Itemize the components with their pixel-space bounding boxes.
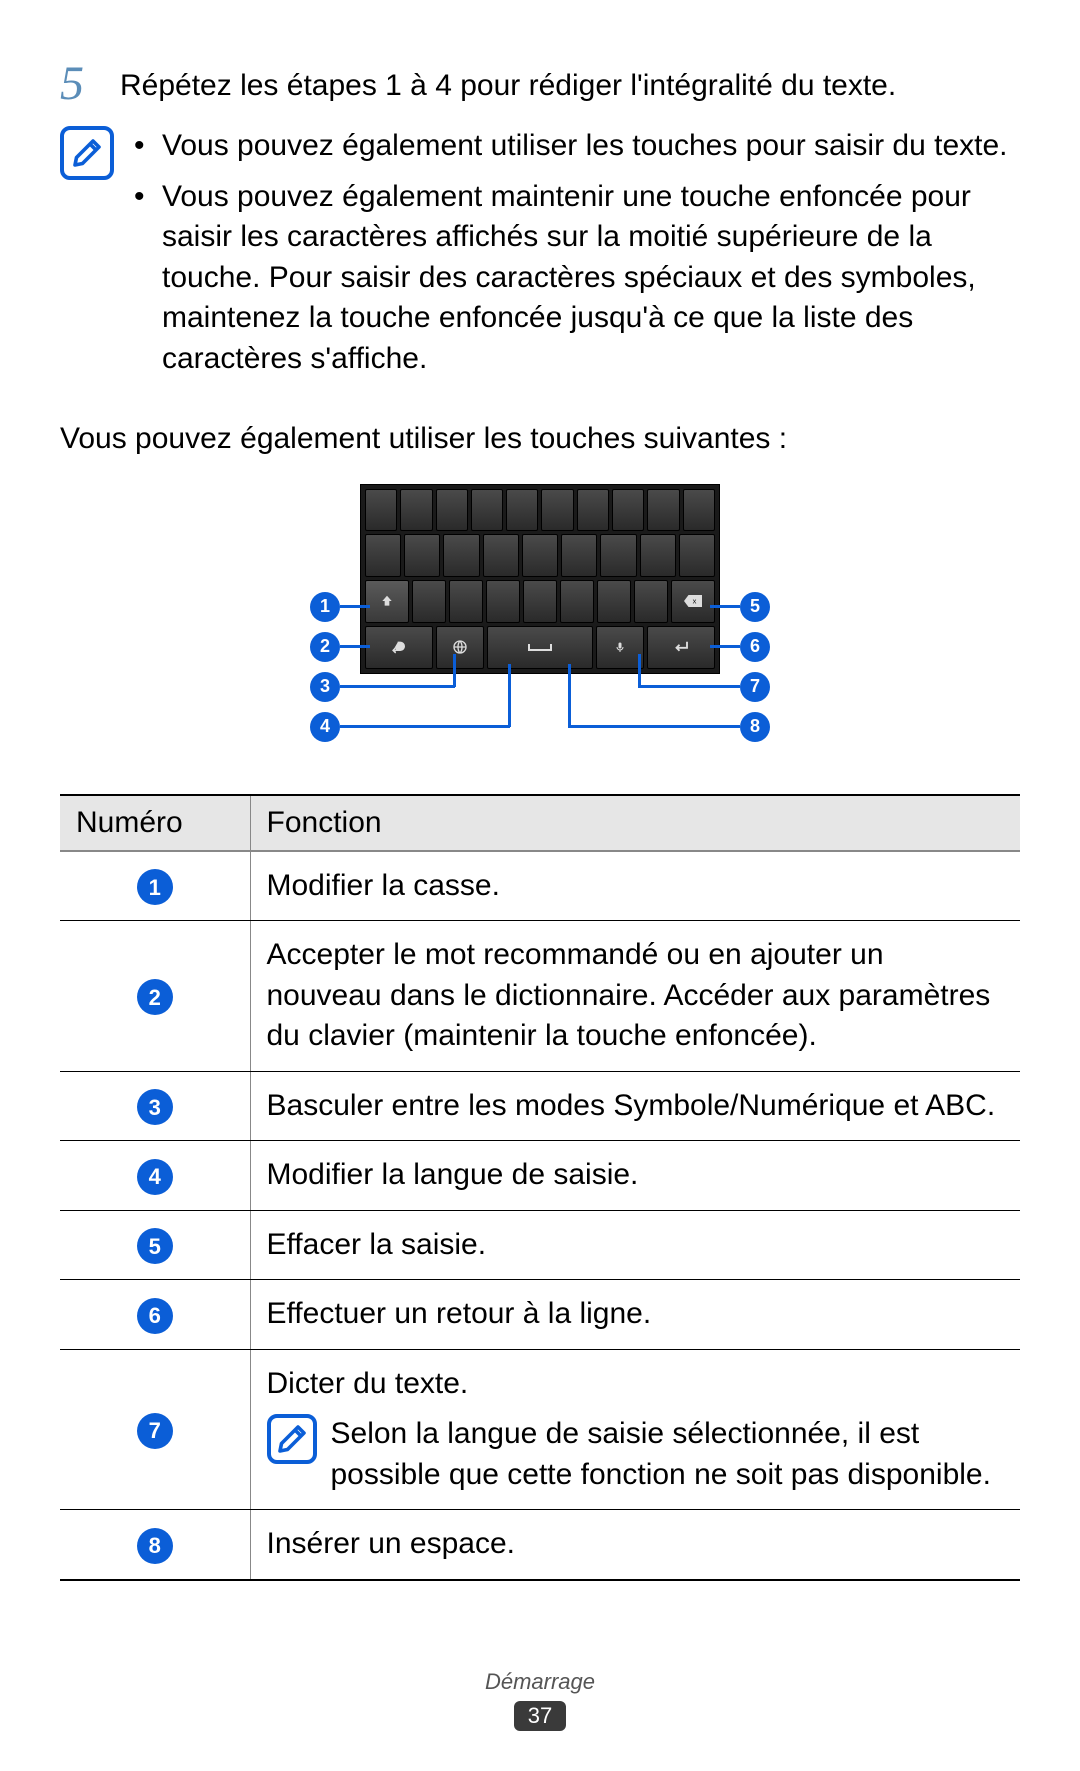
row-text: Modifier la casse. [250,851,1020,921]
step-text: Répétez les étapes 1 à 4 pour rédiger l'… [120,60,1020,108]
note-block: Vous pouvez également utiliser les touch… [60,126,1020,389]
row-badge: 4 [137,1159,173,1195]
step-row: 5 Répétez les étapes 1 à 4 pour rédiger … [60,60,1020,108]
row-badge: 8 [137,1528,173,1564]
footer-section: Démarrage [0,1669,1080,1695]
keyboard-diagram: x 1 2 3 4 5 6 7 8 [240,484,840,764]
globe-key [436,626,485,669]
pencil-note-icon [60,126,114,180]
keyboard-key [683,489,715,532]
table-row: 7 Dicter du texte. Selon la langue de sa… [60,1349,1020,1510]
lead-line [568,664,571,727]
callout-badge: 5 [740,592,770,622]
keyboard-key [506,489,538,532]
keyboard-key [483,534,519,577]
mode-key [365,626,433,669]
table-row: 5 Effacer la saisie. [60,1210,1020,1280]
keyboard-key [679,534,715,577]
keyboard-key [400,489,432,532]
footer-page-number: 37 [514,1701,566,1731]
lead-line [710,605,740,608]
row-badge: 5 [137,1228,173,1264]
step-number: 5 [60,60,100,108]
keyboard-key [365,489,397,532]
row-text: Dicter du texte. Selon la langue de sais… [250,1349,1020,1510]
callout-badge: 1 [310,592,340,622]
enter-key [647,626,715,669]
keyboard-key [577,489,609,532]
row-badge: 2 [137,979,173,1015]
lead-line [568,725,740,728]
row-badge: 1 [137,869,173,905]
lead-line [638,654,641,687]
keyboard-key [523,580,557,623]
keyboard-key [560,580,594,623]
backspace-key: x [671,580,715,623]
page-footer: Démarrage 37 [0,1669,1080,1731]
lead-line [340,725,510,728]
function-table: Numéro Fonction 1 Modifier la casse. 2 A… [60,794,1020,1581]
keyboard-key [640,534,676,577]
lead-line [638,685,740,688]
row-text: Accepter le mot recommandé ou en ajouter… [250,921,1020,1072]
keyboard-key [600,534,636,577]
table-row: 3 Basculer entre les modes Symbole/Numér… [60,1071,1020,1141]
lead-line [340,645,370,648]
keyboard-key [541,489,573,532]
row-badge: 7 [137,1413,173,1449]
callout-badge: 7 [740,672,770,702]
table-header-numero: Numéro [60,795,250,851]
keyboard-key [561,534,597,577]
table-row: 8 Insérer un espace. [60,1510,1020,1580]
table-row: 4 Modifier la langue de saisie. [60,1141,1020,1211]
note-body: Vous pouvez également utiliser les touch… [134,126,1020,389]
shift-key [365,580,409,623]
keyboard-key [365,534,401,577]
keyboard-key [647,489,679,532]
intro-paragraph: Vous pouvez également utiliser les touch… [60,419,1020,460]
keyboard-body: x [360,484,720,674]
inner-note-text: Selon la langue de saisie sélectionnée, … [331,1414,1005,1495]
keyboard-key [443,534,479,577]
keyboard-key [449,580,483,623]
callout-badge: 3 [310,672,340,702]
table-row: 2 Accepter le mot recommandé ou en ajout… [60,921,1020,1072]
table-header-fonction: Fonction [250,795,1020,851]
lead-line [340,685,455,688]
space-key [487,626,592,669]
note-bullet: Vous pouvez également utiliser les touch… [134,126,1020,167]
callout-badge: 4 [310,712,340,742]
svg-text:x: x [693,597,697,606]
lead-line [453,654,456,687]
keyboard-key [612,489,644,532]
keyboard-key [634,580,668,623]
table-row: 1 Modifier la casse. [60,851,1020,921]
inner-note: Selon la langue de saisie sélectionnée, … [267,1414,1005,1495]
pencil-note-icon [267,1414,317,1464]
row-text: Modifier la langue de saisie. [250,1141,1020,1211]
callout-badge: 6 [740,632,770,662]
keyboard-key [436,489,468,532]
keyboard-key [471,489,503,532]
callout-badge: 2 [310,632,340,662]
row-main-text: Dicter du texte. [267,1364,1005,1405]
lead-line [508,664,511,727]
row-text: Insérer un espace. [250,1510,1020,1580]
note-bullet: Vous pouvez également maintenir une touc… [134,177,1020,380]
row-text: Effacer la saisie. [250,1210,1020,1280]
keyboard-key [412,580,446,623]
keyboard-key [486,580,520,623]
row-badge: 3 [137,1089,173,1125]
lead-line [340,605,370,608]
row-text: Basculer entre les modes Symbole/Numériq… [250,1071,1020,1141]
row-text: Effectuer un retour à la ligne. [250,1280,1020,1350]
row-badge: 6 [137,1298,173,1334]
keyboard-key [522,534,558,577]
callout-badge: 8 [740,712,770,742]
keyboard-key [597,580,631,623]
keyboard-key [404,534,440,577]
lead-line [710,645,740,648]
table-row: 6 Effectuer un retour à la ligne. [60,1280,1020,1350]
